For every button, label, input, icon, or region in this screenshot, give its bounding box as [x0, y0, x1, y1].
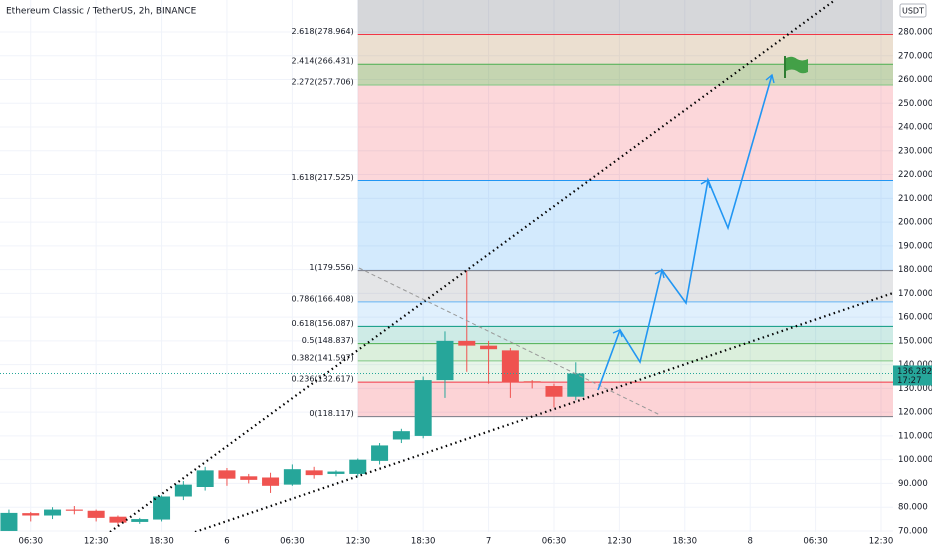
candle-body: [327, 471, 345, 474]
y-tick-label: 110.000: [898, 431, 932, 441]
candle-body: [109, 516, 127, 523]
x-tick-label: 06:30: [803, 537, 828, 547]
y-tick-label: 230.000: [898, 146, 932, 156]
x-tick-label: 06:30: [18, 537, 43, 547]
candle-body: [392, 431, 410, 440]
candle-body: [131, 519, 149, 522]
y-tick-label: 270.000: [898, 51, 932, 61]
fib-band: [357, 0, 893, 35]
y-tick-label: 190.000: [898, 241, 932, 251]
candle-body: [501, 350, 519, 383]
candle-body: [480, 345, 498, 350]
countdown-label: 17:27: [897, 376, 922, 386]
currency-button[interactable]: [899, 3, 927, 18]
fib-label: 1.618(217.525): [292, 173, 354, 182]
fib-label: 0.786(166.408): [292, 294, 354, 303]
x-tick-label: 18:30: [673, 537, 698, 547]
y-tick-label: 160.000: [898, 313, 932, 323]
y-tick-label: 250.000: [898, 99, 932, 109]
plot-area: 0(118.117) 0.236(132.617) 0.382(141.597) 0.…: [0, 0, 893, 532]
y-tick-label: 130.000: [898, 384, 932, 394]
fib-band: [357, 84, 893, 181]
fib-band: [357, 301, 893, 327]
fib-label: 2.414(266.431): [292, 57, 354, 66]
fib-label: 0.236(132.617): [292, 375, 354, 384]
y-tick-label: 200.000: [898, 218, 932, 228]
x-tick-label: 12:30: [607, 537, 632, 547]
x-tick-label: 12:30: [84, 537, 109, 547]
y-tick-label: 100.000: [898, 455, 932, 465]
candle-body: [371, 445, 389, 461]
fib-label: 0.382(141.597): [292, 353, 354, 362]
candle-body: [196, 470, 214, 487]
fib-band: [357, 270, 893, 302]
y-tick-label: 280.000: [898, 28, 932, 38]
y-tick-label: 140.000: [898, 360, 932, 370]
price-axis: [893, 0, 932, 550]
candle-body: [174, 484, 192, 497]
y-tick-label: 170.000: [898, 289, 932, 299]
x-tick-label: 18:30: [411, 537, 436, 547]
candle-body: [153, 496, 171, 520]
x-tick-label: 06:30: [542, 537, 567, 547]
current-price-label: 136.282: [897, 367, 932, 377]
y-tick-label: 240.000: [898, 123, 932, 133]
fib-label: 0(118.117): [309, 409, 353, 418]
y-tick-label: 180.000: [898, 265, 932, 275]
fib-band: [357, 382, 893, 417]
y-tick-label: 80.000: [898, 503, 928, 513]
x-tick-label: 6: [224, 537, 229, 547]
y-tick-label: 70.000: [898, 526, 928, 536]
candle-body: [414, 380, 432, 436]
candle-body: [567, 373, 585, 397]
current-price-box: [893, 365, 932, 386]
candle-body: [0, 512, 18, 531]
projection-arrowheads: [612, 73, 775, 338]
y-tick-label: 220.000: [898, 170, 932, 180]
candle-body: [523, 381, 541, 383]
x-tick-label: 12:30: [869, 537, 894, 547]
fib-band: [357, 34, 893, 65]
candle-body: [22, 513, 40, 516]
fib-band: [357, 64, 893, 85]
projection-path: [597, 74, 773, 391]
candle-body: [240, 476, 258, 480]
candle-body: [218, 470, 236, 479]
candle-body: [283, 469, 301, 485]
candle-body: [458, 340, 476, 346]
candle-body: [349, 459, 367, 474]
y-tick-label: 90.000: [898, 479, 928, 489]
y-tick-label: 210.000: [898, 194, 932, 204]
time-axis: [0, 532, 893, 550]
x-tick-label: 7: [486, 537, 491, 547]
y-tick-label: 150.000: [898, 336, 932, 346]
x-tick-label: 06:30: [280, 537, 305, 547]
fib-band: [357, 180, 893, 271]
x-tick-label: 12:30: [346, 537, 371, 547]
currency-button-label: USDT: [902, 7, 924, 16]
candle-body: [305, 470, 323, 476]
candle-body: [436, 340, 454, 381]
fib-band: [357, 360, 893, 383]
candle-body: [65, 509, 83, 511]
axes: 70.000 80.000 90.000 100.000 110.000 120.000 1…: [18, 28, 932, 547]
fib-label: 0.618(156.087): [292, 319, 354, 328]
candle-body: [262, 477, 280, 486]
fib-label: 1(179.556): [309, 263, 353, 272]
candle-body: [545, 386, 563, 397]
flag: [784, 56, 808, 78]
y-tick-label: 260.000: [898, 75, 932, 85]
candle-body: [44, 509, 62, 516]
x-tick-label: 8: [747, 537, 752, 547]
fib-label: 0.5(148.837): [302, 336, 354, 345]
x-tick-label: 18:30: [149, 537, 174, 547]
y-tick-label: 120.000: [898, 408, 932, 418]
chart-title: Ethereum Classic / TetherUS, 2h, BINANCE: [6, 7, 197, 17]
fib-label: 2.272(257.706): [292, 77, 354, 86]
fib-label: 2.618(278.964): [292, 27, 354, 36]
candle-body: [87, 510, 105, 518]
